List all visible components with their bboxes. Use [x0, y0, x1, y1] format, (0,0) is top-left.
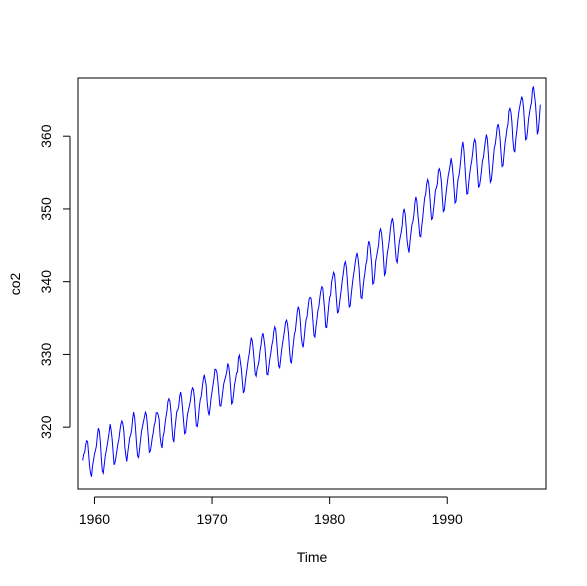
y-axis: 320 330 340 350 360: [38, 124, 71, 439]
x-tick-label: 1970: [196, 511, 227, 527]
x-tick-label: 1990: [432, 511, 463, 527]
y-tick-label: 360: [38, 124, 54, 148]
x-axis: 1960 1970 1980 1990: [79, 496, 463, 527]
y-tick-label: 340: [38, 270, 54, 294]
plot-frame: [77, 77, 547, 490]
x-axis-title: Time: [297, 549, 328, 565]
y-tick-label: 320: [38, 415, 54, 439]
y-tick-label: 350: [38, 197, 54, 221]
x-tick-label: 1960: [79, 511, 110, 527]
y-tick-label: 330: [38, 343, 54, 367]
y-axis-title: co2: [7, 273, 23, 296]
x-tick-label: 1980: [314, 511, 345, 527]
co2-series-line: [82, 86, 541, 477]
